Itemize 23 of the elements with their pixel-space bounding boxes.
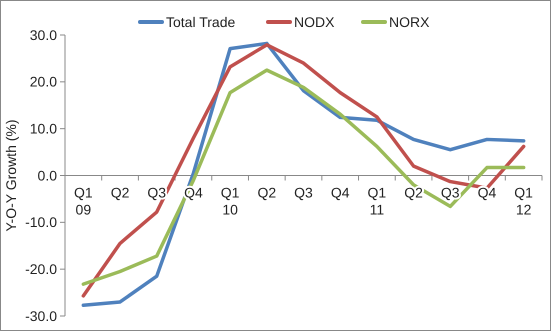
- y-tick-label: 30.0: [30, 26, 58, 43]
- x-tick-label: Q4: [330, 184, 350, 200]
- x-tick-label: Q4: [478, 184, 497, 200]
- y-tick-label: 0.0: [38, 167, 58, 184]
- x-tick-label: Q2: [257, 184, 276, 200]
- x-tick-label: Q3: [294, 184, 314, 200]
- x-tick-label: Q2: [404, 184, 424, 200]
- legend-label: Total Trade: [166, 14, 236, 30]
- x-tick-label: Q3: [440, 184, 460, 200]
- y-axis-title: Y-O-Y Growth (%): [3, 119, 19, 232]
- x-tick-label: Q1 09: [74, 184, 93, 218]
- x-tick-label: Q1 12: [514, 184, 534, 218]
- y-tick-label: 10.0: [30, 120, 58, 137]
- y-tick-label: -30.0: [25, 308, 58, 324]
- x-tick-label: Q3: [147, 184, 166, 200]
- y-tick-label: -10.0: [25, 214, 58, 230]
- x-tick-label: Q1 11: [368, 184, 386, 218]
- legend-label: NODX: [294, 14, 336, 30]
- x-tick-label: Q2: [110, 184, 130, 200]
- y-tick-label: 20.0: [30, 74, 58, 90]
- y-tick-label: -20.0: [25, 261, 58, 278]
- legend-label: NORX: [389, 14, 430, 30]
- x-tick-label: Q1 10: [220, 184, 240, 218]
